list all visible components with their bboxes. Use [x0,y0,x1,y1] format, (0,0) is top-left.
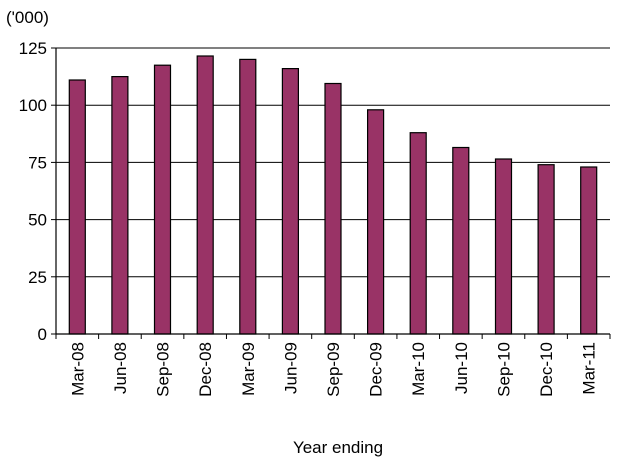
axes [55,48,610,335]
bar [68,79,86,335]
y-tick-labels: 0 25 50 75 100 125 [19,39,47,344]
x-tick-label: Dec-10 [537,342,556,397]
unit-label: ('000) [6,8,49,27]
x-tick-label: Jun-08 [111,342,130,394]
x-tick-label: Mar-09 [239,342,258,396]
bar [409,132,427,335]
bar [153,64,172,335]
bar [111,75,129,335]
x-tick-label: Mar-10 [409,342,428,396]
y-tick-label: 50 [28,211,47,230]
x-tick-label: Dec-08 [196,342,215,397]
bar [239,58,257,335]
x-tick-labels: Mar-08 Jun-08 Sep-08 Dec-08 Mar-09 Jun-09 Sep-… [68,342,598,397]
x-tick-label: Jun-09 [281,342,300,394]
x-tick-label: Sep-10 [494,342,513,397]
x-tick-label: Mar-08 [68,342,87,396]
bar [494,158,513,335]
x-tick-label: Jun-10 [452,342,471,394]
y-tick-label: 125 [19,39,47,58]
y-tick-label: 0 [38,325,47,344]
x-tick-label: Sep-09 [324,342,343,397]
x-tick-label: Sep-08 [154,342,173,397]
x-axis-title: Year ending [293,438,383,457]
bar [196,55,214,335]
bar [324,82,342,335]
x-tick-label: Mar-11 [580,342,599,395]
bar [452,146,470,335]
bar [580,166,598,335]
y-tick-label: 75 [28,153,47,172]
x-tick-label: Dec-09 [367,342,386,397]
y-tick-label: 100 [19,96,47,115]
bar [537,164,555,335]
bar [367,109,385,335]
bar [281,67,299,335]
y-tick-label: 25 [28,268,47,287]
bars [68,55,598,335]
